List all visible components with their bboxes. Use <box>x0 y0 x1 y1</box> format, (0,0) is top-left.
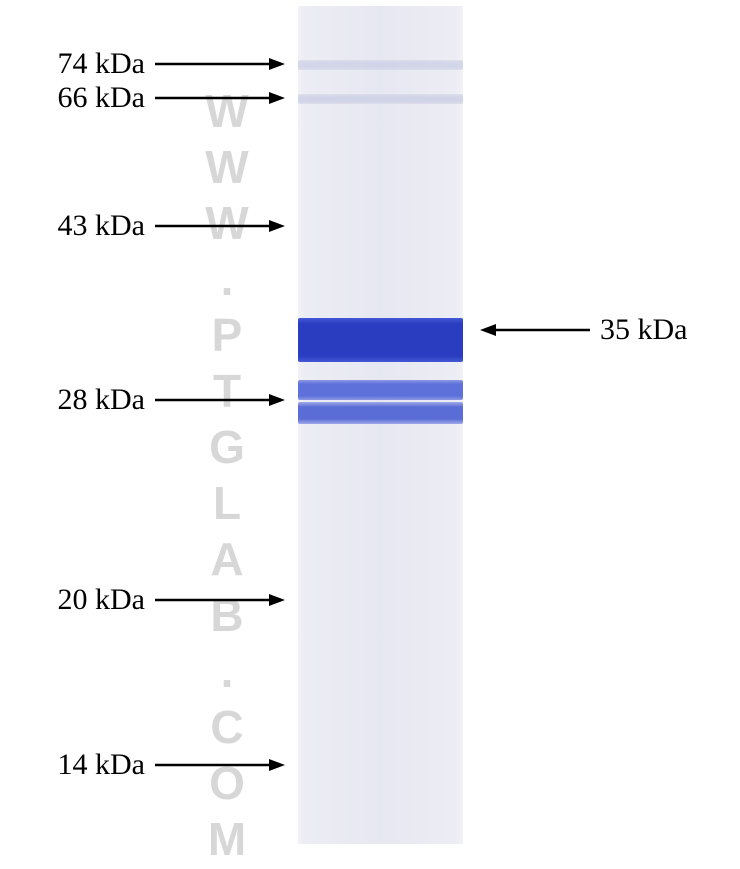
gel-band <box>298 94 463 104</box>
marker-arrow <box>155 759 285 771</box>
marker-label: 20 kDa <box>15 585 145 615</box>
watermark: WWW.PTGLAB.COM <box>200 85 254 869</box>
marker-arrow <box>155 394 285 406</box>
marker-arrow <box>155 220 285 232</box>
gel-band <box>298 60 463 70</box>
gel-lane <box>298 6 463 844</box>
marker-label: 43 kDa <box>15 211 145 241</box>
marker-arrow <box>480 324 590 336</box>
marker-label: 28 kDa <box>15 385 145 415</box>
marker-label: 14 kDa <box>15 750 145 780</box>
marker-arrow <box>155 92 285 104</box>
gel-band <box>298 380 463 400</box>
gel-image: WWW.PTGLAB.COM 74 kDa66 kDa43 kDa28 kDa2… <box>0 0 740 850</box>
gel-band <box>298 318 463 362</box>
marker-label: 35 kDa <box>600 315 687 345</box>
marker-arrow <box>155 594 285 606</box>
marker-arrow <box>155 58 285 70</box>
gel-band <box>298 402 463 424</box>
marker-label: 66 kDa <box>15 83 145 113</box>
marker-label: 74 kDa <box>15 49 145 79</box>
